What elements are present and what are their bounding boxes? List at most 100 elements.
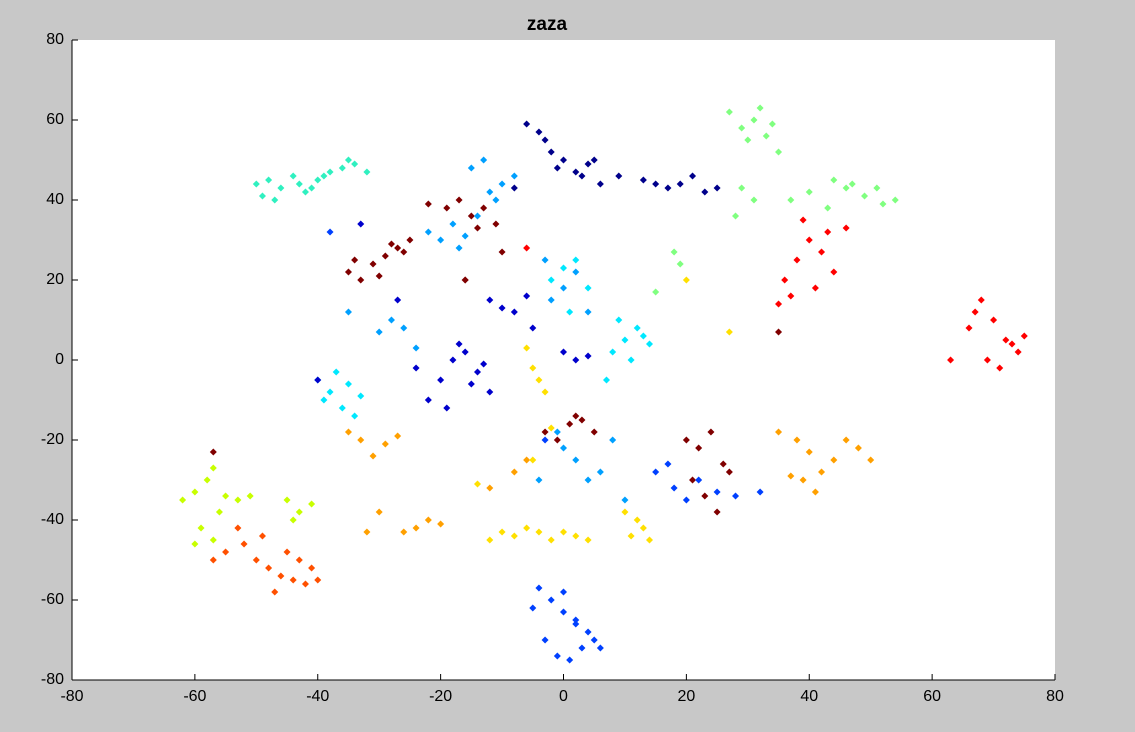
point [541,136,549,144]
point [400,324,408,332]
point [473,224,481,232]
point [560,264,567,272]
point [412,524,420,532]
point [289,576,297,584]
point [301,188,309,196]
point [467,164,475,172]
point [750,196,758,204]
point [338,404,346,412]
chart-title: zaza [527,14,568,35]
point [308,564,316,572]
point [811,488,819,496]
point [320,396,328,404]
point [523,120,531,128]
point [209,536,217,544]
point [381,252,389,260]
point [535,128,543,136]
point [842,436,850,444]
point [762,132,770,140]
point [682,276,690,284]
point [547,276,555,284]
y-tick-label: 40 [46,191,64,208]
point [787,472,795,480]
point [179,496,187,504]
point [590,636,598,644]
point [271,196,279,204]
point [449,220,457,228]
point [621,508,629,516]
point [394,296,402,304]
point [400,528,408,536]
point [983,356,991,364]
point [818,248,826,256]
point [437,520,445,528]
point [547,148,555,156]
point [572,168,580,176]
point [523,456,531,464]
point [437,236,445,244]
point [265,176,273,184]
y-tick-label: 80 [46,31,64,48]
x-tick-label: -60 [183,688,206,705]
point [510,308,518,316]
point [572,620,580,628]
point [584,160,592,168]
point [707,428,715,436]
point [805,236,813,244]
point [510,532,518,540]
point [486,296,494,304]
point [578,172,586,180]
point [584,284,592,292]
point [799,476,807,484]
point [381,440,389,448]
point [387,240,395,248]
point [523,244,531,252]
point [713,488,721,496]
y-tick-label: -80 [41,671,64,688]
point [326,228,334,236]
point [572,268,580,276]
point [320,172,328,180]
point [652,180,660,188]
point [486,188,494,196]
point [234,524,242,532]
point [676,260,684,268]
point [652,288,660,296]
point [652,468,660,476]
point [424,516,432,524]
point [283,548,291,556]
point [738,184,746,192]
point [971,308,979,316]
point [473,212,481,220]
point [480,204,488,212]
point [596,644,604,652]
point [689,476,697,484]
point [486,484,494,492]
point [467,212,475,220]
point [775,328,783,336]
point [1002,336,1010,344]
point [541,436,549,444]
point [326,168,334,176]
point [529,604,537,612]
point [578,644,586,652]
y-tick-label: -40 [41,511,64,528]
point [553,164,561,172]
point [498,528,506,536]
point [756,104,764,112]
point [842,184,850,192]
point [209,448,217,456]
point [732,212,740,220]
point [529,364,537,372]
point [314,576,322,584]
point [560,444,567,452]
point [701,492,709,500]
point [301,580,309,588]
point [541,428,549,436]
point [332,368,340,376]
y-tick-label: 0 [55,351,64,368]
point [596,468,604,476]
point [824,228,832,236]
point [646,340,654,348]
point [443,404,451,412]
